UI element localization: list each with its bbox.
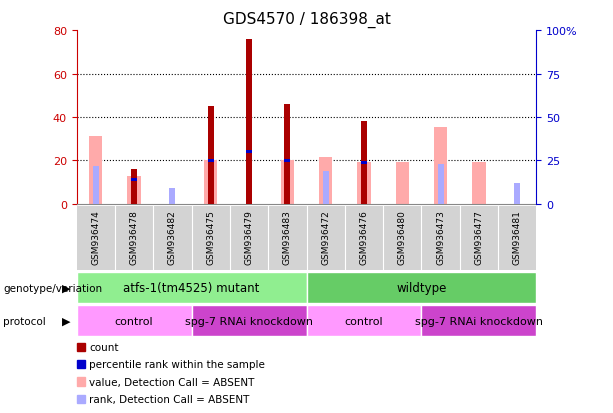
Bar — [128, 177, 141, 204]
Bar — [208, 160, 214, 162]
Bar — [131, 170, 137, 204]
Text: GSM936483: GSM936483 — [283, 210, 292, 264]
Text: control: control — [115, 316, 153, 326]
Bar — [319, 158, 332, 204]
Bar — [191, 306, 306, 337]
Text: atfs-1(tm4525) mutant: atfs-1(tm4525) mutant — [123, 282, 260, 294]
Text: GSM936475: GSM936475 — [206, 210, 215, 264]
Bar — [357, 163, 371, 204]
Bar — [395, 163, 409, 204]
Bar — [246, 40, 252, 204]
Text: control: control — [345, 316, 383, 326]
Bar — [306, 273, 536, 304]
Bar — [514, 184, 520, 204]
Text: GSM936480: GSM936480 — [398, 210, 407, 264]
Text: GSM936472: GSM936472 — [321, 210, 330, 264]
Text: rank, Detection Call = ABSENT: rank, Detection Call = ABSENT — [89, 394, 249, 404]
Bar — [434, 128, 447, 204]
Text: wildtype: wildtype — [396, 282, 447, 294]
Bar — [284, 160, 291, 162]
Bar — [131, 179, 137, 181]
Bar — [361, 122, 367, 204]
Text: GSM936482: GSM936482 — [168, 210, 177, 264]
Text: GSM936481: GSM936481 — [512, 210, 522, 264]
Bar — [438, 164, 444, 204]
Bar — [422, 306, 536, 337]
Bar — [77, 306, 191, 337]
Bar — [322, 171, 329, 204]
Bar — [284, 104, 291, 204]
Bar — [77, 273, 306, 304]
Text: ▶: ▶ — [62, 316, 70, 326]
Text: value, Detection Call = ABSENT: value, Detection Call = ABSENT — [89, 377, 254, 387]
Text: count: count — [89, 342, 118, 352]
Bar — [306, 306, 422, 337]
Text: GSM936477: GSM936477 — [474, 210, 484, 264]
Text: spg-7 RNAi knockdown: spg-7 RNAi knockdown — [415, 316, 543, 326]
Bar — [89, 137, 102, 204]
Text: GSM936478: GSM936478 — [129, 210, 139, 264]
Bar — [169, 189, 175, 204]
Text: GSM936473: GSM936473 — [436, 210, 445, 264]
Text: GSM936476: GSM936476 — [359, 210, 368, 264]
Text: genotype/variation: genotype/variation — [3, 283, 102, 293]
Bar — [281, 161, 294, 204]
Bar — [246, 151, 252, 154]
Text: GSM936479: GSM936479 — [245, 210, 254, 264]
Text: ▶: ▶ — [62, 283, 70, 293]
Text: spg-7 RNAi knockdown: spg-7 RNAi knockdown — [185, 316, 313, 326]
Bar — [472, 163, 485, 204]
Text: protocol: protocol — [3, 316, 46, 326]
Bar — [93, 166, 99, 204]
Bar — [208, 107, 214, 204]
Title: GDS4570 / 186398_at: GDS4570 / 186398_at — [223, 12, 390, 28]
Text: percentile rank within the sample: percentile rank within the sample — [89, 359, 265, 369]
Text: GSM936474: GSM936474 — [91, 210, 101, 264]
Bar — [361, 161, 367, 164]
Bar — [204, 161, 218, 204]
